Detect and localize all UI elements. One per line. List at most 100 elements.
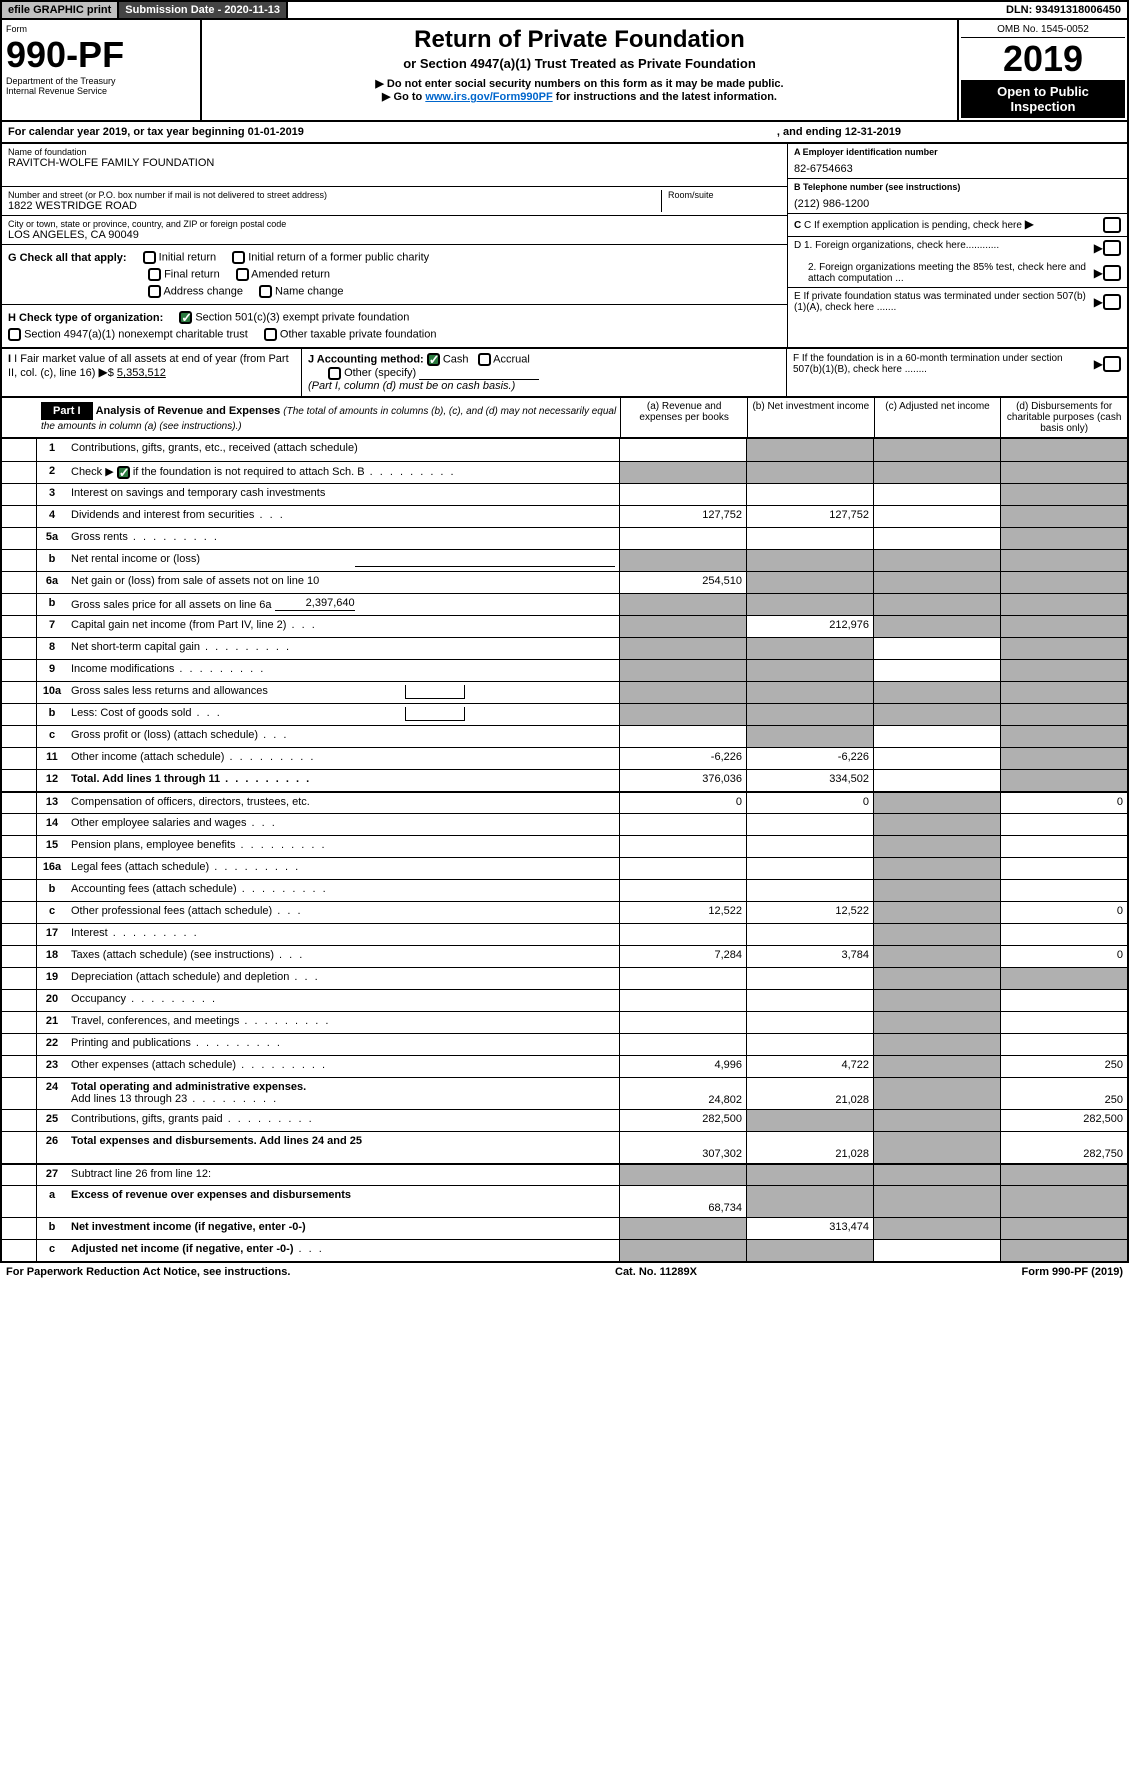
form-subtitle: or Section 4947(a)(1) Trust Treated as P…: [212, 56, 947, 71]
line-16c-col-d: 0: [1000, 902, 1127, 923]
line-12-col-b: 334,502: [746, 770, 873, 791]
name-change-checkbox[interactable]: [259, 285, 272, 298]
note-2-post: for instructions and the latest informat…: [553, 91, 777, 103]
initial-former-checkbox[interactable]: [232, 251, 245, 264]
d2-label: 2. Foreign organizations meeting the 85%…: [794, 262, 1094, 284]
c-label: C If exemption application is pending, c…: [804, 220, 1022, 231]
e-label: E If private foundation status was termi…: [794, 291, 1094, 313]
line-27b-desc: Net investment income (if negative, ente…: [71, 1221, 306, 1233]
note-1: ▶ Do not enter social security numbers o…: [212, 77, 947, 90]
j-label: J Accounting method:: [308, 353, 424, 365]
amended-return-checkbox[interactable]: [236, 268, 249, 281]
initial-return-label: Initial return: [159, 251, 216, 263]
line-24-desc: Total operating and administrative expen…: [71, 1081, 306, 1093]
line-6a-col-a: 254,510: [619, 572, 746, 593]
line-14-desc: Other employee salaries and wages: [71, 817, 246, 829]
final-return-label: Final return: [164, 268, 220, 280]
line-15-desc: Pension plans, employee benefits: [71, 839, 236, 851]
efile-button[interactable]: efile GRAPHIC print: [2, 2, 119, 18]
f-label: F If the foundation is in a 60-month ter…: [793, 353, 1094, 375]
line-16c-desc: Other professional fees (attach schedule…: [71, 905, 272, 917]
line-19-desc: Depreciation (attach schedule) and deple…: [71, 971, 289, 983]
addr-label: Number and street (or P.O. box number if…: [8, 190, 661, 200]
line-23-col-b: 4,722: [746, 1056, 873, 1077]
phone-value: (212) 986-1200: [794, 192, 1121, 210]
street-address: 1822 WESTRIDGE ROAD: [8, 200, 661, 212]
line-22-desc: Printing and publications: [71, 1037, 191, 1049]
line-12-col-a: 376,036: [619, 770, 746, 791]
line-8-desc: Net short-term capital gain: [71, 641, 200, 653]
line-11-col-a: -6,226: [619, 748, 746, 769]
room-label: Room/suite: [668, 190, 781, 200]
e-checkbox[interactable]: [1103, 294, 1121, 310]
form-title: Return of Private Foundation: [212, 26, 947, 54]
d1-checkbox[interactable]: [1103, 240, 1121, 256]
initial-return-checkbox[interactable]: [143, 251, 156, 264]
submission-date-button[interactable]: Submission Date - 2020-11-13: [119, 2, 288, 18]
line-25-col-a: 282,500: [619, 1110, 746, 1131]
d2-checkbox[interactable]: [1103, 265, 1121, 281]
name-change-label: Name change: [275, 285, 344, 297]
other-method-checkbox[interactable]: [328, 367, 341, 380]
dln-text: DLN: 93491318006450: [288, 2, 1127, 18]
sch-b-checkbox[interactable]: [117, 466, 130, 479]
line-16a-desc: Legal fees (attach schedule): [71, 861, 209, 873]
d1-label: D 1. Foreign organizations, check here..…: [794, 240, 999, 256]
line-17-desc: Interest: [71, 927, 108, 939]
cash-label: Cash: [443, 353, 469, 365]
line-13-col-b: 0: [746, 793, 873, 813]
page-footer: For Paperwork Reduction Act Notice, see …: [0, 1263, 1129, 1281]
calyear-end: , and ending 12-31-2019: [777, 126, 901, 138]
cash-checkbox[interactable]: [427, 353, 440, 366]
phone-label: B Telephone number (see instructions): [794, 182, 1121, 192]
line-6b-value: 2,397,640: [275, 597, 355, 611]
part1-header-row: Part I Analysis of Revenue and Expenses …: [0, 398, 1129, 439]
note-2-pre: ▶ Go to: [382, 91, 425, 103]
footer-cat: Cat. No. 11289X: [615, 1266, 697, 1278]
line-24b-desc: Add lines 13 through 23: [71, 1093, 187, 1105]
line-2-check-label: Check ▶: [71, 466, 114, 478]
omb-number: OMB No. 1545-0052: [961, 22, 1125, 38]
addr-change-checkbox[interactable]: [148, 285, 161, 298]
line-25-desc: Contributions, gifts, grants paid: [71, 1113, 223, 1125]
open-public-badge: Open to Public Inspection: [961, 80, 1125, 118]
line-26-col-d: 282,750: [1000, 1132, 1127, 1163]
line-23-col-a: 4,996: [619, 1056, 746, 1077]
calendar-year-row: For calendar year 2019, or tax year begi…: [0, 122, 1129, 144]
accrual-checkbox[interactable]: [478, 353, 491, 366]
irs-link[interactable]: www.irs.gov/Form990PF: [425, 91, 552, 103]
j-note: (Part I, column (d) must be on cash basi…: [308, 380, 515, 392]
irs-text: Internal Revenue Service: [6, 86, 196, 96]
line-16c-col-a: 12,522: [619, 902, 746, 923]
4947-checkbox[interactable]: [8, 328, 21, 341]
ij-row: I I Fair market value of all assets at e…: [0, 349, 1129, 398]
line-2-desc: if the foundation is not required to att…: [133, 466, 365, 478]
line-10c-desc: Gross profit or (loss) (attach schedule): [71, 729, 258, 741]
final-return-checkbox[interactable]: [148, 268, 161, 281]
foundation-name: RAVITCH-WOLFE FAMILY FOUNDATION: [8, 157, 781, 169]
f-checkbox[interactable]: [1103, 356, 1121, 372]
c-checkbox[interactable]: [1103, 217, 1121, 233]
form-header: Form 990-PF Department of the Treasury I…: [0, 20, 1129, 122]
entity-info-block: Name of foundation RAVITCH-WOLFE FAMILY …: [0, 144, 1129, 349]
line-5a-desc: Gross rents: [71, 531, 128, 543]
line-24-col-a: 24,802: [619, 1078, 746, 1109]
other-taxable-checkbox[interactable]: [264, 328, 277, 341]
tax-year: 2019: [961, 38, 1125, 80]
501c3-checkbox[interactable]: [179, 311, 192, 324]
4947-label: Section 4947(a)(1) nonexempt charitable …: [24, 328, 248, 340]
h-label: H Check type of organization:: [8, 312, 163, 324]
line-27c-desc: Adjusted net income (if negative, enter …: [71, 1243, 293, 1255]
g-label: G Check all that apply:: [8, 252, 127, 264]
line-13-col-a: 0: [619, 793, 746, 813]
footer-form: Form 990-PF (2019): [1022, 1266, 1123, 1278]
calyear-begin: For calendar year 2019, or tax year begi…: [8, 126, 304, 138]
fmv-value: 5,353,512: [117, 367, 166, 379]
line-10b-desc: Less: Cost of goods sold: [71, 707, 191, 719]
line-7-col-b: 212,976: [746, 616, 873, 637]
col-a-header: (a) Revenue and expenses per books: [620, 398, 747, 437]
line-18-desc: Taxes (attach schedule) (see instruction…: [71, 949, 274, 961]
line-20-desc: Occupancy: [71, 993, 126, 1005]
line-6a-desc: Net gain or (loss) from sale of assets n…: [67, 572, 619, 593]
line-18-col-d: 0: [1000, 946, 1127, 967]
